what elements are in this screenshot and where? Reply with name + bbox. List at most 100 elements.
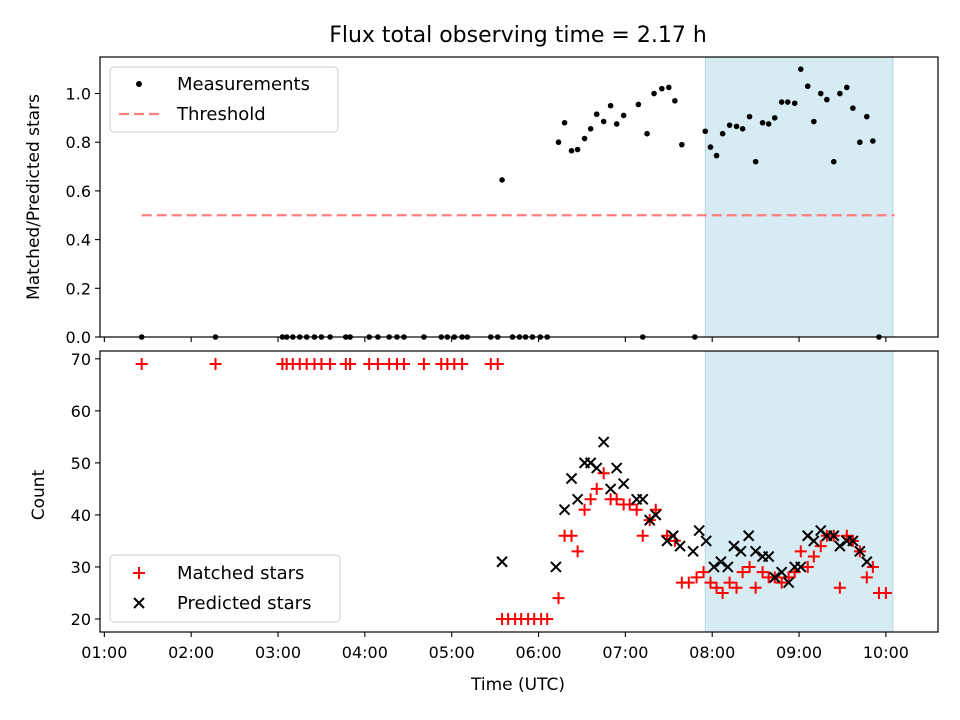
bottom-y-ticks: 20 30 40 50 60 70	[71, 350, 100, 629]
measurement-point	[587, 126, 594, 132]
matched-star-point	[775, 576, 788, 589]
matched-star-point	[697, 566, 710, 579]
bottom-y-axis-label: Count	[29, 469, 49, 520]
matched-star-point	[541, 612, 554, 625]
matched-star-point	[833, 581, 846, 594]
predicted-star-point	[637, 493, 649, 506]
predicted-star-point	[782, 576, 795, 589]
predicted-star-point	[610, 462, 623, 474]
measurement-point	[672, 98, 678, 104]
matched-star-point	[736, 566, 749, 579]
matched-star-point	[814, 540, 827, 553]
observing-window-shade-top	[704, 56, 894, 338]
measurement-point	[830, 158, 837, 165]
matched-star-point	[801, 560, 814, 573]
matched-star-point	[794, 545, 807, 558]
x-tick-label: 04:00	[342, 643, 388, 662]
predicted-star-point	[847, 535, 859, 547]
matched-star-point	[636, 529, 649, 542]
bottom-x-ticks: 01:00 02:00 03:00 04:00 05:00 06:00 07:00 08:00…	[81, 632, 909, 662]
measurement-point	[593, 111, 600, 118]
measurement-point	[707, 144, 714, 150]
measurement-point	[804, 83, 811, 90]
legend-matched-marker	[133, 567, 145, 579]
matched-star-point	[807, 550, 820, 563]
top-legend: Measurements Threshold	[109, 66, 339, 133]
matched-star-point	[623, 498, 636, 511]
observing-window-shade-bottom	[704, 350, 894, 633]
bottom-y-tick-label: 70	[71, 350, 91, 369]
bottom-axes-frame	[99, 350, 939, 633]
matched-star-point	[491, 358, 504, 371]
top-panel: 0.0 0.2 0.4 0.6 0.8 1.0 Matched/Predicted sta…	[24, 56, 939, 347]
measurement-point	[679, 141, 685, 148]
measurement-point	[499, 177, 505, 183]
matched-star-point	[749, 581, 762, 594]
matched-star-point	[743, 560, 756, 573]
measurement-point	[719, 130, 726, 137]
matched-star-point	[584, 493, 597, 506]
matched-star-point	[135, 358, 148, 371]
matched-star-point	[723, 576, 736, 589]
measurement-point	[713, 152, 720, 159]
matched-star-point	[630, 503, 643, 516]
measurement-point	[607, 102, 614, 109]
predicted-star-point	[749, 545, 762, 558]
predicted-star-point	[742, 530, 755, 542]
x-tick-label: 02:00	[168, 643, 214, 662]
predicted-star-point	[708, 561, 720, 573]
legend-matched-label: Matched stars	[177, 563, 304, 584]
measurement-point	[844, 84, 850, 91]
measurement-point	[561, 119, 568, 126]
matched-star-point	[860, 571, 873, 584]
x-tick-label: 05:00	[429, 643, 475, 662]
predicted-star-point	[769, 571, 781, 584]
measurement-point	[870, 138, 876, 144]
measurement-point	[746, 113, 753, 120]
matched-star-point	[597, 467, 610, 480]
predicted-star-point	[715, 556, 727, 568]
predicted-star-point	[693, 524, 705, 537]
bottom-legend-box	[109, 554, 341, 623]
predicted-star-point	[550, 561, 562, 573]
legend-threshold-label: Threshold	[176, 104, 266, 125]
measurement-point	[702, 128, 709, 135]
matched-star-point	[730, 581, 743, 594]
predicted-star-point	[565, 472, 578, 485]
measurement-point	[568, 147, 575, 154]
measurement-point	[739, 126, 746, 132]
top-y-tick-label: 0.8	[66, 133, 91, 152]
legend-measurements-label: Measurements	[177, 74, 310, 95]
matched-star-point	[324, 358, 337, 371]
matched-star-point	[690, 571, 703, 584]
predicted-star-point	[617, 477, 630, 490]
matched-star-point	[710, 581, 723, 594]
bottom-y-tick-label: 60	[71, 402, 91, 421]
predicted-star-point	[808, 535, 820, 547]
measurement-point	[733, 123, 740, 130]
bottom-y-tick-label: 50	[71, 454, 91, 473]
predicted-star-point	[496, 556, 508, 568]
matched-star-point	[578, 503, 591, 516]
x-tick-label: 07:00	[602, 643, 648, 662]
bottom-y-tick-label: 40	[71, 506, 91, 525]
measurement-point	[824, 96, 830, 103]
matched-star-point	[417, 358, 430, 371]
measurement-point	[765, 121, 772, 127]
predicted-star-point	[650, 509, 662, 521]
top-y-tick-label: 0.6	[66, 182, 91, 201]
top-legend-box	[109, 66, 339, 133]
predicted-star-point	[775, 566, 788, 578]
measurement-point	[620, 112, 627, 119]
predicted-star-points	[496, 436, 873, 589]
measurement-point	[665, 84, 672, 91]
measurement-point	[600, 118, 607, 125]
predicted-star-point	[604, 483, 617, 495]
x-tick-label: 09:00	[776, 643, 822, 662]
matched-star-point	[866, 560, 879, 573]
measurement-point	[644, 130, 650, 137]
measurement-point	[778, 99, 785, 105]
matched-star-point	[397, 358, 410, 371]
measurement-point	[726, 122, 733, 128]
